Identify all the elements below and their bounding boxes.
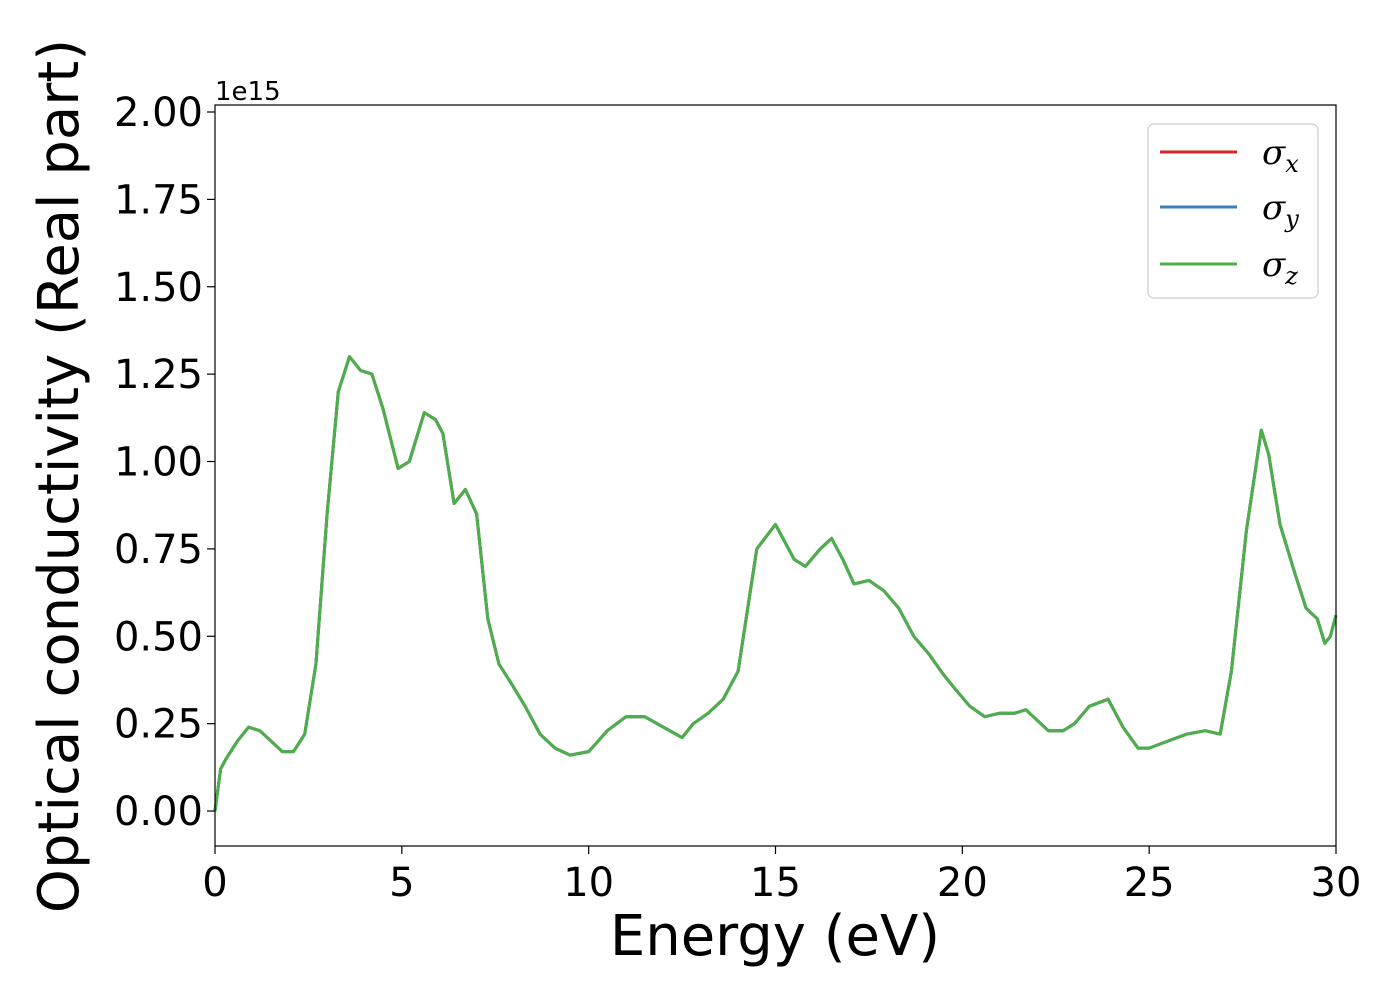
x-tick-label: 25 xyxy=(1124,860,1175,906)
y-axis: 0.00 0.25 0.50 0.75 1.00 1.25 1.50 1.75 2.00 xyxy=(114,90,215,835)
y-tick-label: 2.00 xyxy=(114,90,203,136)
legend-label-z: σz xyxy=(1262,245,1298,290)
series-line-x xyxy=(213,355,1338,812)
y-tick-label: 1.75 xyxy=(114,177,203,223)
series-line-y xyxy=(213,355,1338,812)
legend: σx σy σz xyxy=(1147,123,1319,299)
x-tick-label: 30 xyxy=(1311,860,1362,906)
x-axis-label: Energy (eV) xyxy=(610,904,940,969)
series-layer xyxy=(213,355,1338,812)
x-tick-label: 15 xyxy=(750,860,801,906)
y-axis-label: Optical conductivity (Real part) xyxy=(27,39,92,913)
y-offset-label: 1e15 xyxy=(215,77,281,107)
x-axis: 0 5 10 15 20 25 30 xyxy=(202,846,1361,906)
x-tick-label: 20 xyxy=(937,860,988,906)
y-tick-label: 0.50 xyxy=(114,614,203,660)
y-tick-label: 1.50 xyxy=(114,265,203,311)
series-line-z xyxy=(213,355,1338,812)
y-tick-label: 1.00 xyxy=(114,440,203,486)
legend-label-x: σx xyxy=(1262,133,1299,178)
legend-frame xyxy=(1147,123,1319,299)
x-tick-label: 10 xyxy=(563,860,614,906)
y-tick-label: 0.75 xyxy=(114,527,203,573)
legend-label-y: σy xyxy=(1262,188,1299,233)
y-tick-label: 0.00 xyxy=(114,789,203,835)
y-tick-label: 0.25 xyxy=(114,702,203,748)
x-tick-label: 0 xyxy=(202,860,227,906)
x-tick-label: 5 xyxy=(389,860,414,906)
y-tick-label: 1.25 xyxy=(114,352,203,398)
